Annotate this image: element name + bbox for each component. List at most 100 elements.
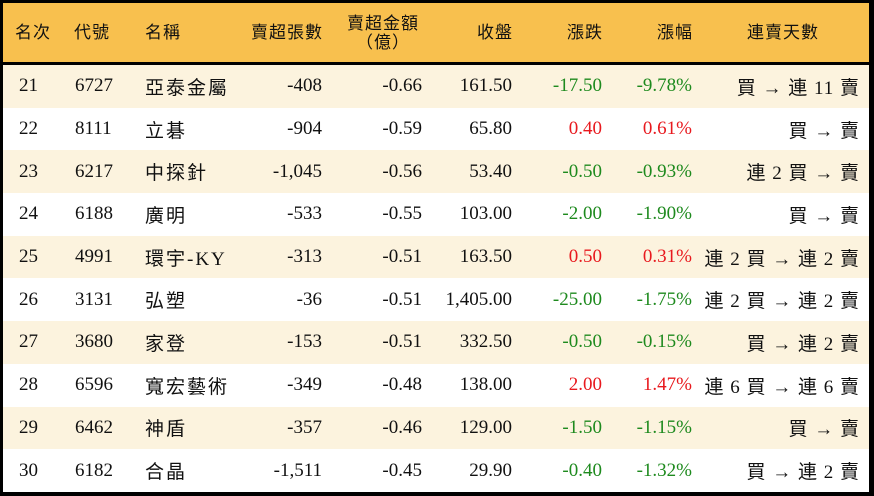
net-sell-lots-cell: -533 <box>287 203 322 225</box>
change-pct-cell: 1.47% <box>642 374 692 396</box>
net-sell-amount-cell: -0.51 <box>382 288 422 310</box>
header-close: 收盤 <box>477 23 513 42</box>
code-cell: 8111 <box>75 118 112 140</box>
code-cell: 6727 <box>75 75 113 97</box>
change-pct-cell: -1.15% <box>636 416 692 438</box>
rank-cell: 30 <box>19 459 38 481</box>
name-cell: 廣明 <box>145 205 188 227</box>
name-cell: 家登 <box>145 333 188 355</box>
change-pct-cell: -1.32% <box>636 459 692 481</box>
streak-cell: 買 → 連 2 賣 <box>746 462 860 484</box>
net-sell-lots-cell: -1,045 <box>272 160 322 182</box>
change-pct-cell: -0.15% <box>636 331 692 353</box>
streak-cell: 連 2 買 → 連 2 賣 <box>704 248 860 270</box>
streak-cell: 買 → 賣 <box>788 419 860 441</box>
change-cell: -1.50 <box>562 416 602 438</box>
header-net-sell-lots: 賣超張數 <box>251 23 323 42</box>
table-row: 26 3131 弘塑 -36 -0.51 1,405.00 -25.00 -1.… <box>3 278 869 322</box>
streak-cell: 買 → 賣 <box>788 205 860 227</box>
header-code: 代號 <box>74 23 110 42</box>
net-sell-amount-cell: -0.66 <box>382 75 422 97</box>
header-net-sell-amount-label: 賣超金額 <box>347 13 419 33</box>
change-pct-cell: -1.90% <box>636 203 692 225</box>
header-streak: 連賣天數 <box>747 23 819 42</box>
code-cell: 6217 <box>75 160 113 182</box>
close-cell: 53.40 <box>469 160 512 182</box>
change-pct-cell: 0.61% <box>642 118 692 140</box>
change-cell: -2.00 <box>562 203 602 225</box>
code-cell: 6188 <box>75 203 113 225</box>
net-sell-lots-cell: -1,511 <box>273 459 322 481</box>
change-pct-cell: -9.78% <box>636 75 692 97</box>
rank-cell: 25 <box>19 246 38 268</box>
net-sell-lots-cell: -36 <box>296 288 322 310</box>
table-row: 24 6188 廣明 -533 -0.55 103.00 -2.00 -1.90… <box>3 193 869 236</box>
header-name: 名稱 <box>145 23 181 42</box>
close-cell: 161.50 <box>459 75 512 97</box>
table-header: 名次 代號 名稱 賣超張數 賣超金額 （億） 收盤 漲跌 漲幅 連賣天數 <box>3 3 869 65</box>
code-cell: 6462 <box>75 416 113 438</box>
change-cell: -0.50 <box>562 331 602 353</box>
net-sell-ranking-table: 名次 代號 名稱 賣超張數 賣超金額 （億） 收盤 漲跌 漲幅 連賣天數 21 … <box>3 3 869 492</box>
close-cell: 332.50 <box>459 331 512 353</box>
code-cell: 3131 <box>75 288 113 310</box>
name-cell: 神盾 <box>145 419 188 441</box>
table-row: 25 4991 環宇-KY -313 -0.51 163.50 0.50 0.3… <box>3 235 869 279</box>
close-cell: 163.50 <box>459 246 512 268</box>
code-cell: 3680 <box>75 331 113 353</box>
net-sell-amount-cell: -0.45 <box>382 459 422 481</box>
change-pct-cell: -0.93% <box>636 160 692 182</box>
net-sell-lots-cell: -904 <box>287 118 322 140</box>
name-cell: 合晶 <box>145 462 188 484</box>
rank-cell: 26 <box>19 288 38 310</box>
change-cell: 2.00 <box>568 374 602 396</box>
table-row: 29 6462 神盾 -357 -0.46 129.00 -1.50 -1.15… <box>3 406 869 450</box>
rank-cell: 24 <box>19 203 38 225</box>
net-sell-amount-cell: -0.46 <box>382 416 422 438</box>
table-row: 27 3680 家登 -153 -0.51 332.50 -0.50 -0.15… <box>3 321 869 364</box>
change-pct-cell: 0.31% <box>642 246 692 268</box>
code-cell: 4991 <box>75 246 113 268</box>
name-cell: 環宇-KY <box>145 248 227 270</box>
net-sell-amount-cell: -0.55 <box>382 203 422 225</box>
close-cell: 103.00 <box>459 203 512 225</box>
change-cell: -0.50 <box>562 160 602 182</box>
net-sell-lots-cell: -349 <box>287 374 322 396</box>
change-cell: -17.50 <box>552 75 602 97</box>
net-sell-amount-cell: -0.56 <box>382 160 422 182</box>
net-sell-lots-cell: -153 <box>287 331 322 353</box>
change-cell: 0.50 <box>568 246 602 268</box>
name-cell: 立碁 <box>145 120 188 142</box>
header-rank: 名次 <box>15 23 51 42</box>
table-row: 22 8111 立碁 -904 -0.59 65.80 0.40 0.61% 買… <box>3 107 869 151</box>
net-sell-amount-cell: -0.51 <box>382 331 422 353</box>
close-cell: 129.00 <box>459 416 512 438</box>
code-cell: 6182 <box>75 459 113 481</box>
rank-cell: 23 <box>19 160 38 182</box>
header-net-sell-amount: 賣超金額 （億） <box>341 3 425 62</box>
streak-cell: 連 2 買 → 賣 <box>746 163 860 185</box>
net-sell-amount-cell: -0.51 <box>382 246 422 268</box>
name-cell: 寬宏藝術 <box>145 376 230 398</box>
change-cell: -25.00 <box>552 288 602 310</box>
change-cell: -0.40 <box>562 459 602 481</box>
table-row: 28 6596 寬宏藝術 -349 -0.48 138.00 2.00 1.47… <box>3 363 869 407</box>
name-cell: 中探針 <box>145 163 209 185</box>
name-cell: 亞泰金屬 <box>145 77 230 99</box>
change-pct-cell: -1.75% <box>636 288 692 310</box>
code-cell: 6596 <box>75 374 113 396</box>
table-row: 30 6182 合晶 -1,511 -0.45 29.90 -0.40 -1.3… <box>3 449 869 492</box>
rank-cell: 22 <box>19 118 38 140</box>
close-cell: 65.80 <box>469 118 512 140</box>
net-sell-lots-cell: -408 <box>287 75 322 97</box>
net-sell-amount-cell: -0.48 <box>382 374 422 396</box>
net-sell-lots-cell: -357 <box>287 416 322 438</box>
header-change-pct: 漲幅 <box>657 23 693 42</box>
streak-cell: 買 → 連 2 賣 <box>746 333 860 355</box>
rank-cell: 28 <box>19 374 38 396</box>
table-row: 21 6727 亞泰金屬 -408 -0.66 161.50 -17.50 -9… <box>3 65 869 108</box>
streak-cell: 連 2 買 → 連 2 賣 <box>704 291 860 313</box>
net-sell-amount-cell: -0.59 <box>382 118 422 140</box>
rank-cell: 21 <box>19 75 38 97</box>
header-change: 漲跌 <box>567 23 603 42</box>
